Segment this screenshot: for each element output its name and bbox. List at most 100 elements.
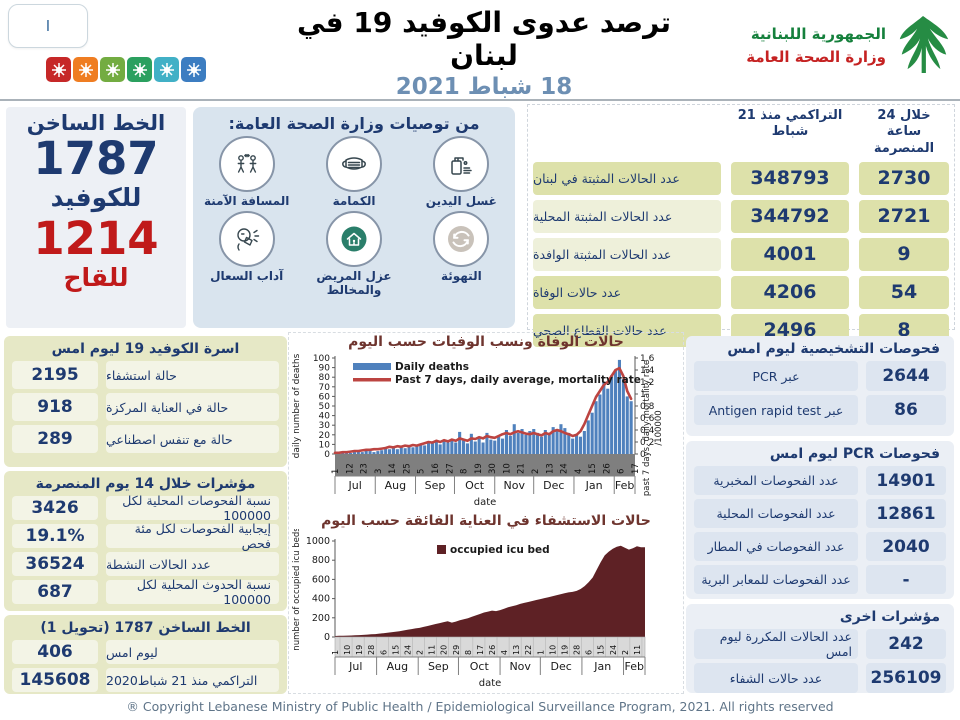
recommendation-item: غسل اليدين <box>408 136 515 208</box>
svg-text:200: 200 <box>312 613 330 624</box>
svg-text:11: 11 <box>428 645 437 655</box>
svg-text:8: 8 <box>464 650 473 655</box>
last24h-column-header: خلال 24 ساعة المنصرمة <box>873 108 935 156</box>
svg-text:80: 80 <box>319 373 331 383</box>
stat-row: 145608 التراكمي منذ 21 شباط2020 <box>12 668 279 692</box>
stat-label: حالة استشفاء <box>106 361 279 389</box>
svg-text:1.4: 1.4 <box>640 366 655 376</box>
hand-sanitizer-icon <box>433 136 490 192</box>
virus-icon <box>100 57 125 82</box>
svg-text:1: 1 <box>536 650 545 655</box>
stat-value: 86 <box>866 395 946 425</box>
svg-text:8: 8 <box>460 469 470 474</box>
stat-value: 406 <box>12 640 98 664</box>
svg-text:2: 2 <box>531 469 541 474</box>
svg-text:23: 23 <box>360 463 370 474</box>
stat-label: حالة في العناية المركزة <box>106 393 279 421</box>
svg-text:2: 2 <box>621 650 630 655</box>
svg-text:number of occupied icu beds: number of occupied icu beds <box>292 529 302 651</box>
svg-text:Nov: Nov <box>503 479 525 492</box>
indicators-14d-title: مؤشرات خلال 14 يوم المنصرمة <box>35 476 256 492</box>
svg-text:1.6: 1.6 <box>640 354 655 364</box>
summary-table-rows: عدد الحالات المثبتة في لبنان 348793 2730 عد… <box>533 161 949 347</box>
svg-text:6: 6 <box>617 469 627 474</box>
svg-text:16: 16 <box>431 463 441 474</box>
copyright-text: ® Copyright Lebanese Ministry of Public … <box>126 699 834 714</box>
svg-text:10: 10 <box>319 440 331 450</box>
ministry-name-line2: وزارة الصحة العامة <box>746 47 886 66</box>
svg-text:19: 19 <box>474 463 484 474</box>
stat-value: 242 <box>866 629 946 659</box>
hotline-1787-panel: الخط الساخن 1787 (تحويل 1) 406 ليوم امس 14… <box>4 615 287 694</box>
indicators-14d-panel: مؤشرات خلال 14 يوم المنصرمة 3426 نسبة الف… <box>4 471 287 611</box>
hotline-covid-number: 1787 <box>33 132 159 185</box>
stat-value: 36524 <box>12 552 98 576</box>
svg-text:24: 24 <box>560 463 570 474</box>
svg-text:0: 0 <box>324 632 330 643</box>
svg-text:28: 28 <box>367 645 376 655</box>
svg-text:5: 5 <box>417 469 427 474</box>
svg-text:19: 19 <box>560 645 569 655</box>
stat-row: عدد الحالات المكررة ليوم امس 242 <box>694 629 946 659</box>
stat-row: عبر Antigen rapid test 86 <box>694 395 946 425</box>
stat-label: عدد الفحوصات المحلية <box>694 499 858 528</box>
svg-text:Oct: Oct <box>470 660 490 673</box>
svg-text:Dec: Dec <box>543 479 564 492</box>
summary-table-row: عدد حالات الوفاة 4206 54 <box>533 275 949 309</box>
hotline-1787-title: الخط الساخن 1787 (تحويل 1) <box>40 620 251 636</box>
mask-icon <box>326 136 383 192</box>
svg-text:Sep: Sep <box>428 660 449 673</box>
svg-text:occupied icu bed: occupied icu bed <box>450 544 550 556</box>
stat-row: 289 حالة مع تنفس اصطناعي <box>12 425 279 453</box>
svg-text:date: date <box>479 678 502 687</box>
indicators-14d-rows: 3426 نسبة الفحوصات المحلية لكل 100000 19.1… <box>12 493 279 607</box>
title-block: ترصد عدوى الكوفيد 19 في لبنان 18 شباط 20… <box>268 6 700 100</box>
virus-icon <box>154 57 179 82</box>
stat-value: 145608 <box>12 668 98 692</box>
svg-text:13: 13 <box>545 463 555 474</box>
svg-text:Past 7 days, daily average, mo: Past 7 days, daily average, mortality ra… <box>395 374 641 386</box>
last24h-value: 2730 <box>859 161 949 195</box>
svg-text:1: 1 <box>331 469 341 474</box>
stat-row: عبر PCR 2644 <box>694 361 946 391</box>
svg-text:Aug: Aug <box>385 479 406 492</box>
stat-value: 14901 <box>866 466 946 495</box>
svg-text:Aug: Aug <box>387 660 408 673</box>
summary-table-row: عدد حالات القطاع الصحي 2496 8 <box>533 313 949 347</box>
svg-text:4: 4 <box>500 650 509 655</box>
svg-text:21: 21 <box>517 463 527 474</box>
icu-chart-title: حالات الاستشفاء في العناية الفائقة حسب ا… <box>321 513 651 529</box>
summary-table: التراكمي منذ 21 شباط خلال 24 ساعة المنصر… <box>527 104 955 347</box>
stat-value: 687 <box>12 580 98 604</box>
svg-text:12: 12 <box>345 463 355 474</box>
svg-text:0: 0 <box>640 450 646 460</box>
slide-nav-button[interactable]: I <box>8 4 88 48</box>
recommendation-label: آداب السعال <box>210 269 284 283</box>
virus-icon <box>127 57 152 82</box>
stat-label: عبر PCR <box>694 361 858 391</box>
svg-text:0.6: 0.6 <box>640 414 655 424</box>
cumulative-value: 4001 <box>731 237 849 271</box>
virus-icon <box>181 57 206 82</box>
svg-text:600: 600 <box>312 574 330 585</box>
stat-value: - <box>866 565 946 594</box>
stat-value: 2040 <box>866 532 946 561</box>
svg-text:20: 20 <box>440 645 449 655</box>
stat-row: 918 حالة في العناية المركزة <box>12 393 279 421</box>
stat-label: إيجابية الفحوصات لكل مئة فحص <box>106 521 279 551</box>
svg-text:4: 4 <box>574 469 584 474</box>
hotline-covid-label: للكوفيد <box>50 183 142 213</box>
svg-text:11: 11 <box>633 645 642 655</box>
stat-row: عدد الفحوصات المحلية 12861 <box>694 499 946 528</box>
svg-text:Jan: Jan <box>585 479 603 492</box>
report-date: 18 شباط 2021 <box>395 74 573 100</box>
svg-text:50: 50 <box>319 402 331 412</box>
other-indicators-title: مؤشرات اخرى <box>839 609 940 625</box>
ministry-name-line1: الجمهورية اللبنانية <box>750 24 886 43</box>
svg-text:Jul: Jul <box>347 479 361 492</box>
other-indicators-panel: مؤشرات اخرى عدد الحالات المكررة ليوم امس… <box>686 604 954 693</box>
svg-text:17: 17 <box>631 463 641 474</box>
recommendation-label: عزل المريض والمخالط <box>316 269 392 297</box>
hotline-panel: الخط الساخن 1787 للكوفيد 1214 للقاح <box>6 107 186 328</box>
